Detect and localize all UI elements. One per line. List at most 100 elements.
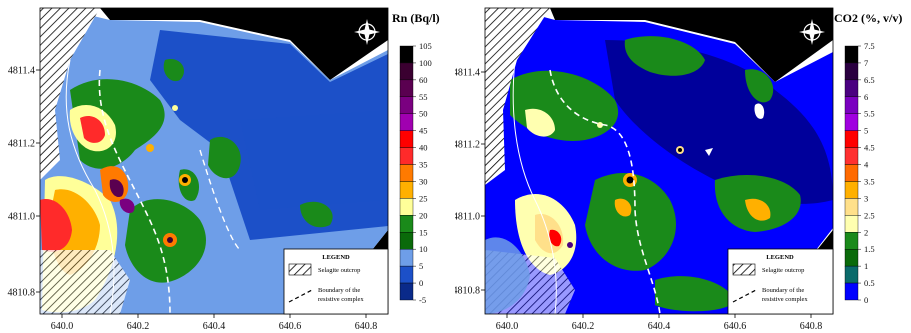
colorbar-label: 2.5	[864, 210, 875, 220]
x-tick-label: 640.2	[127, 321, 150, 332]
colorbar-swatch	[844, 198, 859, 216]
colorbar-swatch	[844, 282, 859, 301]
colorbar-label: 60	[419, 75, 428, 85]
rn-map: LEGEND Selagite outcrop Boundary of the …	[8, 7, 440, 332]
legend-item-boundary-2: resistive complex	[762, 296, 808, 303]
colorbar-swatch	[399, 181, 414, 199]
map-legend: LEGEND Selagite outcrop Boundary of the …	[727, 248, 834, 315]
colorbar-label: 45	[419, 126, 428, 136]
colorbar-swatch	[844, 79, 859, 98]
colorbar-swatch	[844, 164, 859, 182]
y-tick-label: 4811.2	[455, 140, 480, 151]
colorbar-swatch	[844, 147, 859, 165]
colorbar-title: Rn (Bq/l)	[392, 11, 440, 25]
colorbar-swatch	[844, 232, 859, 250]
x-axis: 640.0 640.2 640.4 640.6 640.8	[496, 314, 823, 332]
co2-map: LEGEND Selagite outcrop Boundary of the …	[455, 7, 902, 332]
y-tick-label: 4811.0	[8, 212, 35, 223]
legend-item-boundary-1: Boundary of the	[318, 287, 360, 294]
colorbar-label: 6.5	[864, 75, 875, 85]
colorbar-label: 50	[419, 109, 428, 119]
colorbar-swatch	[399, 265, 414, 284]
colorbar-label: 105	[419, 41, 432, 51]
map-legend: LEGEND Selagite outcrop Boundary of the …	[283, 248, 389, 315]
colorbar-label: 100	[419, 58, 432, 68]
x-tick-label: 640.6	[279, 321, 302, 332]
colorbar-label: 55	[419, 92, 428, 102]
boundary-swatch	[288, 289, 313, 303]
x-tick-label: 640.0	[496, 321, 519, 332]
colorbar-label: 3	[864, 193, 868, 203]
x-tick-label: 640.8	[800, 321, 823, 332]
y-axis: 4811.4 4811.2 4811.0 4810.8	[455, 68, 485, 297]
legend-item-selagite: Selagite outcrop	[318, 267, 360, 274]
colorbar: 7.5 7 6.5 6 5.5 5 4.5 4 3.5 3 2.5 2 1.5 1 0.5 0	[844, 41, 875, 305]
colorbar-swatch	[844, 215, 859, 233]
colorbar-label: 1	[864, 261, 868, 271]
x-tick-label: 640.6	[724, 321, 747, 332]
x-tick-label: 640.4	[203, 321, 226, 332]
colorbar-label: 0	[419, 278, 423, 288]
colorbar-swatch	[844, 113, 859, 131]
rn-map-panel: LEGEND Selagite outcrop Boundary of the …	[0, 0, 455, 333]
colorbar-swatch	[399, 198, 414, 216]
colorbar-label: 4	[864, 160, 869, 170]
colorbar-swatch	[399, 45, 414, 64]
north-arrow-icon	[354, 19, 380, 45]
co2-map-panel: LEGEND Selagite outcrop Boundary of the …	[455, 0, 911, 333]
colorbar-label: 5.5	[864, 109, 875, 119]
colorbar-label: 25	[419, 193, 428, 203]
colorbar-swatch	[399, 96, 414, 114]
colorbar-swatch	[844, 45, 859, 64]
colorbar-swatch	[844, 96, 859, 114]
legend-title: LEGEND	[322, 254, 350, 261]
colorbar-label: 20	[419, 210, 428, 220]
y-tick-label: 4811.4	[8, 66, 35, 77]
colorbar-label: 7	[864, 58, 868, 68]
colorbar-label: 15	[419, 227, 428, 237]
colorbar-label: 7.5	[864, 41, 875, 51]
y-tick-label: 4810.8	[8, 288, 36, 299]
colorbar-swatch	[399, 248, 414, 267]
colorbar-swatch	[844, 181, 859, 199]
colorbar-swatch	[399, 62, 414, 81]
x-axis: 640.0 640.2 640.4 640.6 640.8	[51, 314, 378, 332]
y-tick-label: 4811.4	[455, 68, 480, 79]
selagite-swatch	[288, 263, 312, 276]
colorbar-label: 35	[419, 160, 428, 170]
colorbar-swatch	[399, 79, 414, 98]
colorbar-label: 5	[419, 261, 423, 271]
colorbar-label: 40	[419, 143, 428, 153]
colorbar-label: 10	[419, 244, 428, 254]
colorbar-swatch	[844, 130, 859, 148]
y-tick-label: 4811.2	[8, 139, 35, 150]
colorbar-label: -5	[419, 295, 426, 305]
legend-title: LEGEND	[766, 254, 794, 261]
colorbar-label: 0.5	[864, 278, 875, 288]
colorbar-label: 0	[864, 295, 868, 305]
y-axis: 4811.4 4811.2 4811.0 4810.8	[8, 66, 40, 299]
legend-item-boundary-2: resistive complex	[318, 296, 364, 303]
x-tick-label: 640.8	[355, 321, 378, 332]
x-tick-label: 640.0	[51, 321, 74, 332]
boundary-swatch	[732, 289, 757, 303]
colorbar-label: 1.5	[864, 244, 875, 254]
colorbar-swatch	[399, 282, 414, 301]
colorbar-swatch	[399, 130, 414, 148]
y-tick-label: 4810.8	[455, 286, 480, 297]
legend-item-selagite: Selagite outcrop	[762, 267, 804, 274]
colorbar-label: 30	[419, 176, 428, 186]
colorbar-title: CO2 (%, v/v)	[834, 11, 902, 25]
colorbar-swatch	[844, 248, 859, 267]
colorbar-swatch	[399, 215, 414, 233]
colorbar-label: 3.5	[864, 176, 875, 186]
x-tick-label: 640.2	[572, 321, 595, 332]
colorbar-swatch	[844, 265, 859, 284]
colorbar-swatch	[399, 232, 414, 250]
colorbar-label: 4.5	[864, 143, 875, 153]
colorbar-swatch	[844, 62, 859, 81]
colorbar-label: 5	[864, 126, 868, 136]
colorbar-label: 6	[864, 92, 868, 102]
colorbar-label: 2	[864, 227, 868, 237]
